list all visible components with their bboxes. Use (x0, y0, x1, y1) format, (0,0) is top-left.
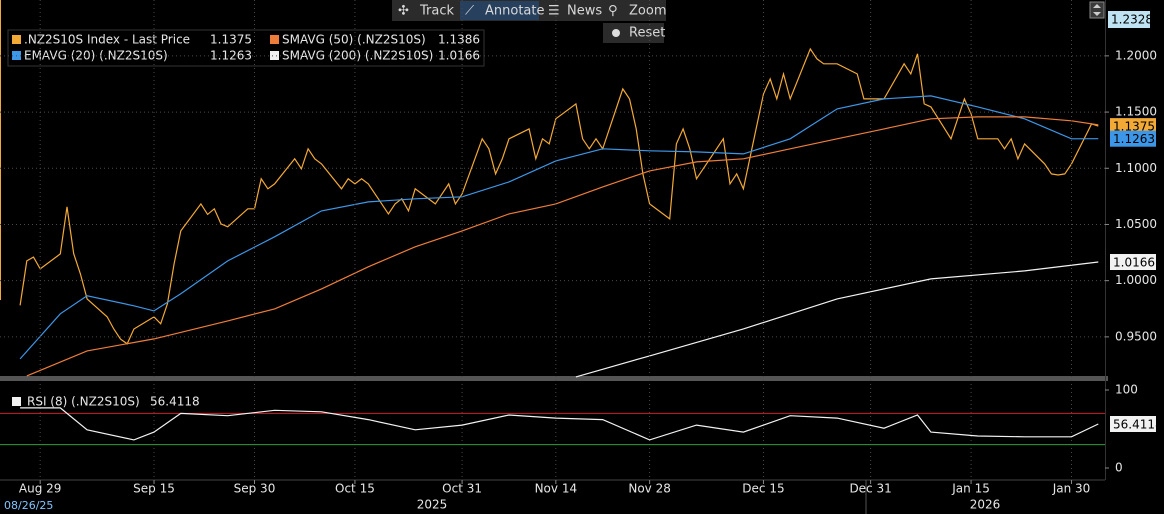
zoom-icon: ⚲ (608, 4, 618, 19)
end-value-box (1110, 118, 1156, 135)
y-tick-label: 1.2000 (1115, 48, 1157, 62)
legend-label: SMAVG (200) (.NZ2S10S) (282, 49, 433, 63)
series-line (19, 47, 1099, 345)
series-line (19, 95, 1099, 360)
legend-label: RSI (8) (.NZ2S10S) (27, 395, 140, 409)
toolbar: ✣ Track ⟋ Annotate ☰ News ⚲ Zoom Reset (392, 0, 666, 43)
legend-value: 1.1263 (210, 49, 252, 63)
end-value-label: 56.4118 (1113, 417, 1163, 431)
year-label: 2026 (970, 498, 1001, 512)
news-icon: ☰ (548, 4, 560, 19)
x-tick-label: Nov 28 (628, 482, 671, 496)
scroll-box[interactable] (1089, 1, 1105, 19)
legend-box (7, 29, 485, 67)
start-date-label: 08/26/25 (4, 499, 53, 512)
y-tick-label: 1.1000 (1115, 161, 1157, 175)
legend-swatch (12, 35, 21, 44)
panel-separator (0, 376, 1108, 381)
news-button[interactable]: News (567, 4, 602, 19)
track-button[interactable]: Track (419, 4, 454, 19)
legend-value: 56.4118 (150, 395, 200, 409)
scroll-arrows (1093, 4, 1101, 16)
x-tick-label: Sep 30 (234, 482, 276, 496)
legend-value: 1.1386 (438, 33, 480, 47)
x-tick-label: Oct 31 (442, 482, 482, 496)
end-value-box (1110, 130, 1156, 147)
top-value-label: 1.2328 (1111, 13, 1153, 27)
y-tick-label: 1.0500 (1115, 217, 1157, 231)
x-tick-label: Dec 15 (742, 482, 784, 496)
x-tick-label: Jan 15 (951, 482, 990, 496)
reset-background (603, 23, 664, 43)
x-tick-label: Oct 15 (335, 482, 375, 496)
year-label: 2025 (417, 498, 448, 512)
series-line (20, 407, 1099, 441)
end-value-box (1110, 415, 1156, 432)
x-tick-label: Dec 31 (849, 482, 891, 496)
legend-label: SMAVG (50) (.NZ2S10S) (282, 33, 426, 47)
y-tick-label: 100 (1115, 383, 1138, 397)
end-value-label: 1.0166 (1113, 256, 1155, 270)
scroll-control (1089, 1, 1105, 19)
axis-edge (1105, 0, 1106, 480)
annotate-button[interactable]: Annotate (485, 4, 544, 19)
legend-swatch (270, 51, 279, 60)
series-line (575, 261, 1099, 378)
annotate-active (460, 1, 539, 20)
x-tick-label: Aug 29 (19, 482, 62, 496)
end-value-box (1110, 254, 1156, 271)
y-tick-label: 1.0000 (1115, 273, 1157, 287)
legend-value: 1.0166 (438, 49, 480, 63)
end-value-label: 1.1375 (1113, 120, 1155, 134)
legend-label: EMAVG (20) (.NZ2S10S) (24, 49, 168, 63)
y-tick-label: 0 (1115, 461, 1123, 475)
reset-button[interactable]: Reset (629, 26, 665, 41)
zoom-button[interactable]: Zoom (629, 4, 666, 19)
legend-swatch (12, 397, 21, 406)
track-icon: ✣ (398, 4, 409, 19)
reset-icon (612, 29, 620, 37)
x-tick-label: Sep 15 (133, 482, 175, 496)
legend: .NZ2S10S Index - Last Price 1.1375 EMAVG (… (12, 33, 480, 63)
top-value-box (1108, 11, 1150, 28)
annotate-icon: ⟋ (465, 4, 475, 19)
legend-value: 1.1375 (210, 33, 252, 47)
y-tick-label: 0.9500 (1115, 329, 1157, 343)
series-line (26, 116, 1099, 377)
x-tick-label: Nov 14 (535, 482, 578, 496)
legend-label: .NZ2S10S Index - Last Price (24, 33, 190, 47)
y-tick-label: 1.1500 (1115, 105, 1157, 119)
x-tick-label: Jan 30 (1052, 482, 1091, 496)
end-value-label: 1.1263 (1113, 132, 1155, 146)
legend-swatch (270, 35, 279, 44)
